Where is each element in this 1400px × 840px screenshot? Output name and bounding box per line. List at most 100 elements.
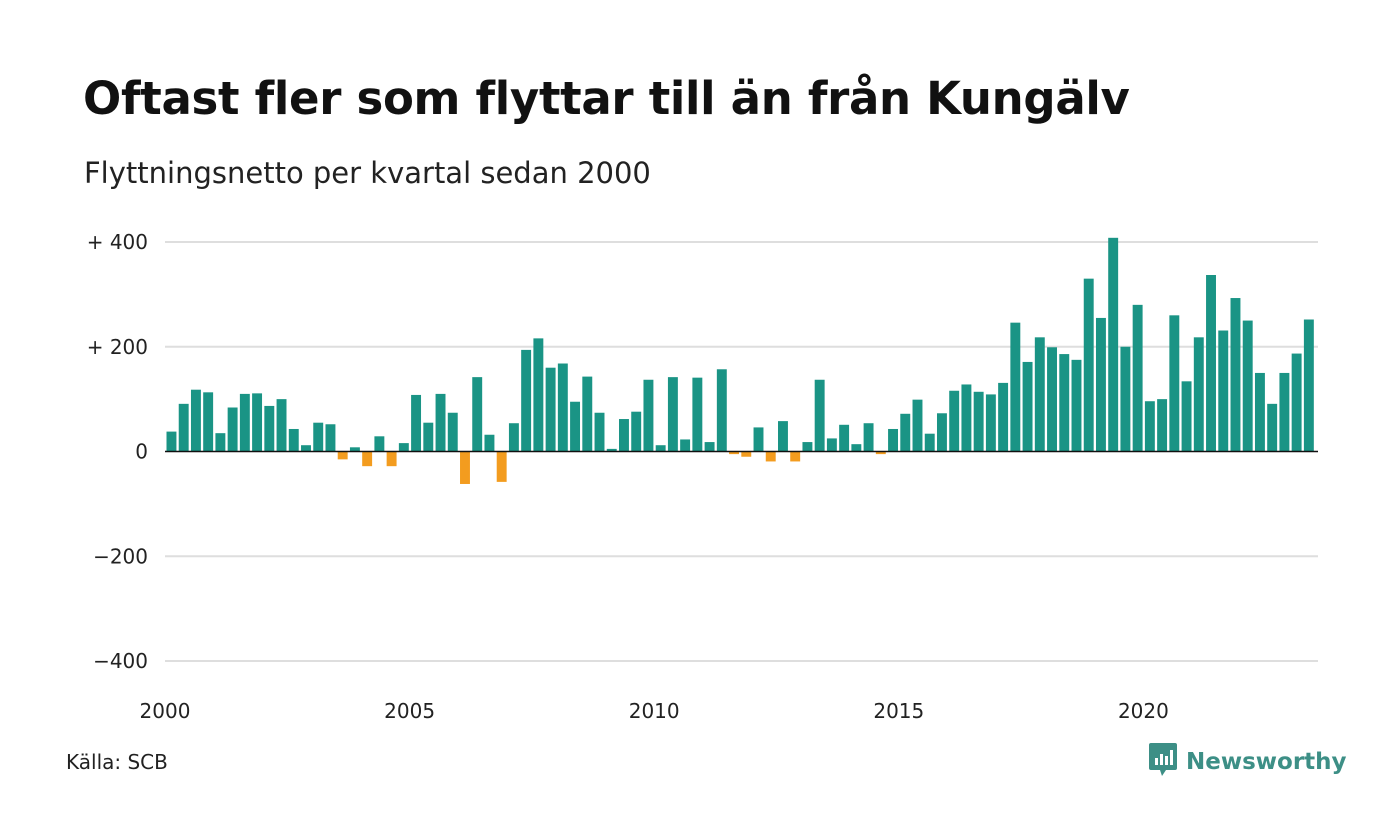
- bar: [998, 382, 1009, 452]
- bar: [166, 431, 177, 452]
- bar: [1071, 359, 1082, 452]
- bar: [447, 412, 458, 452]
- bar: [961, 384, 972, 452]
- bar: [1279, 372, 1290, 452]
- bar: [912, 399, 923, 452]
- bar: [1169, 315, 1180, 452]
- bar: [1047, 347, 1057, 452]
- bar: [594, 412, 605, 452]
- bar: [924, 433, 935, 452]
- bar: [1157, 399, 1168, 452]
- bar: [1059, 354, 1070, 452]
- bar: [1022, 361, 1033, 452]
- bar: [839, 424, 850, 452]
- bar: [790, 451, 801, 462]
- bar: [631, 411, 642, 452]
- bar: [1144, 401, 1155, 452]
- bar: [900, 413, 911, 452]
- bar: [1267, 403, 1278, 452]
- chart-subtitle: Flyttningsnetto per kvartal sedan 2000: [84, 156, 651, 190]
- bar: [472, 377, 483, 452]
- bar: [484, 434, 495, 452]
- bar: [1254, 372, 1265, 452]
- bar: [778, 421, 788, 452]
- bar: [1083, 278, 1094, 452]
- bar: [582, 376, 593, 452]
- bar: [619, 419, 629, 452]
- bar: [239, 393, 250, 452]
- bar: [1193, 337, 1204, 452]
- bar: [398, 443, 409, 452]
- bar: [1206, 275, 1216, 452]
- y-tick-label: + 400: [87, 230, 148, 254]
- bar: [227, 407, 238, 452]
- y-tick-label: −400: [93, 649, 148, 673]
- bar: [190, 389, 201, 452]
- bar: [888, 428, 898, 452]
- bar: [765, 451, 776, 462]
- x-tick-label: 2000: [140, 699, 191, 723]
- bar: [349, 447, 360, 452]
- bar: [374, 436, 385, 452]
- bar: [814, 379, 825, 452]
- bar: [1095, 317, 1106, 452]
- bar: [851, 444, 862, 452]
- bar: [753, 427, 764, 452]
- brand-name: Newsworthy: [1186, 749, 1347, 775]
- bar: [1181, 381, 1192, 452]
- bar: [545, 367, 556, 452]
- bar: [252, 393, 263, 452]
- bar: [362, 451, 373, 467]
- bar: [313, 422, 324, 452]
- bar: [301, 445, 311, 452]
- brand-logo[interactable]: Newsworthy: [1148, 742, 1347, 782]
- x-tick-label: 2005: [384, 699, 435, 723]
- bar: [521, 349, 532, 452]
- y-tick-label: −200: [93, 544, 148, 568]
- bar: [435, 393, 446, 452]
- bar: [949, 390, 960, 452]
- bar: [178, 403, 189, 452]
- bar: [1242, 320, 1253, 452]
- bar: [264, 405, 275, 452]
- bar: [557, 363, 568, 452]
- chart-title: Oftast fler som flyttar till än från Kun…: [83, 72, 1130, 125]
- x-tick-label: 2020: [1118, 699, 1169, 723]
- y-tick-label: 0: [135, 440, 148, 464]
- bar: [667, 377, 678, 452]
- bar: [215, 433, 226, 452]
- bar: [1010, 322, 1021, 452]
- bar: [288, 428, 299, 452]
- bar: [802, 442, 813, 452]
- bar: [423, 422, 434, 452]
- bar: [1034, 337, 1045, 452]
- bar: [655, 445, 666, 452]
- bar: [716, 369, 727, 452]
- bar: [985, 394, 996, 452]
- bar: [411, 394, 422, 452]
- bar: [680, 439, 691, 452]
- x-tick-label: 2015: [873, 699, 924, 723]
- bar: [863, 423, 874, 452]
- bar: [276, 399, 287, 452]
- bar: [692, 377, 703, 452]
- bar: [570, 401, 581, 452]
- bar: [460, 451, 470, 484]
- bar: [704, 442, 715, 452]
- bar: [337, 451, 348, 460]
- bars: [166, 237, 1314, 484]
- bar: [1218, 330, 1229, 452]
- bar: [1108, 237, 1119, 452]
- bar: [741, 451, 752, 457]
- bar: [875, 451, 886, 455]
- bar: [826, 438, 837, 452]
- y-tick-label: + 200: [87, 335, 148, 359]
- bar: [1230, 298, 1241, 452]
- newsworthy-logo-icon: [1148, 742, 1178, 782]
- bar: [1291, 353, 1302, 452]
- bar: [643, 379, 654, 452]
- source-note: Källa: SCB: [66, 750, 168, 774]
- bar: [386, 451, 397, 467]
- bar: [325, 424, 336, 452]
